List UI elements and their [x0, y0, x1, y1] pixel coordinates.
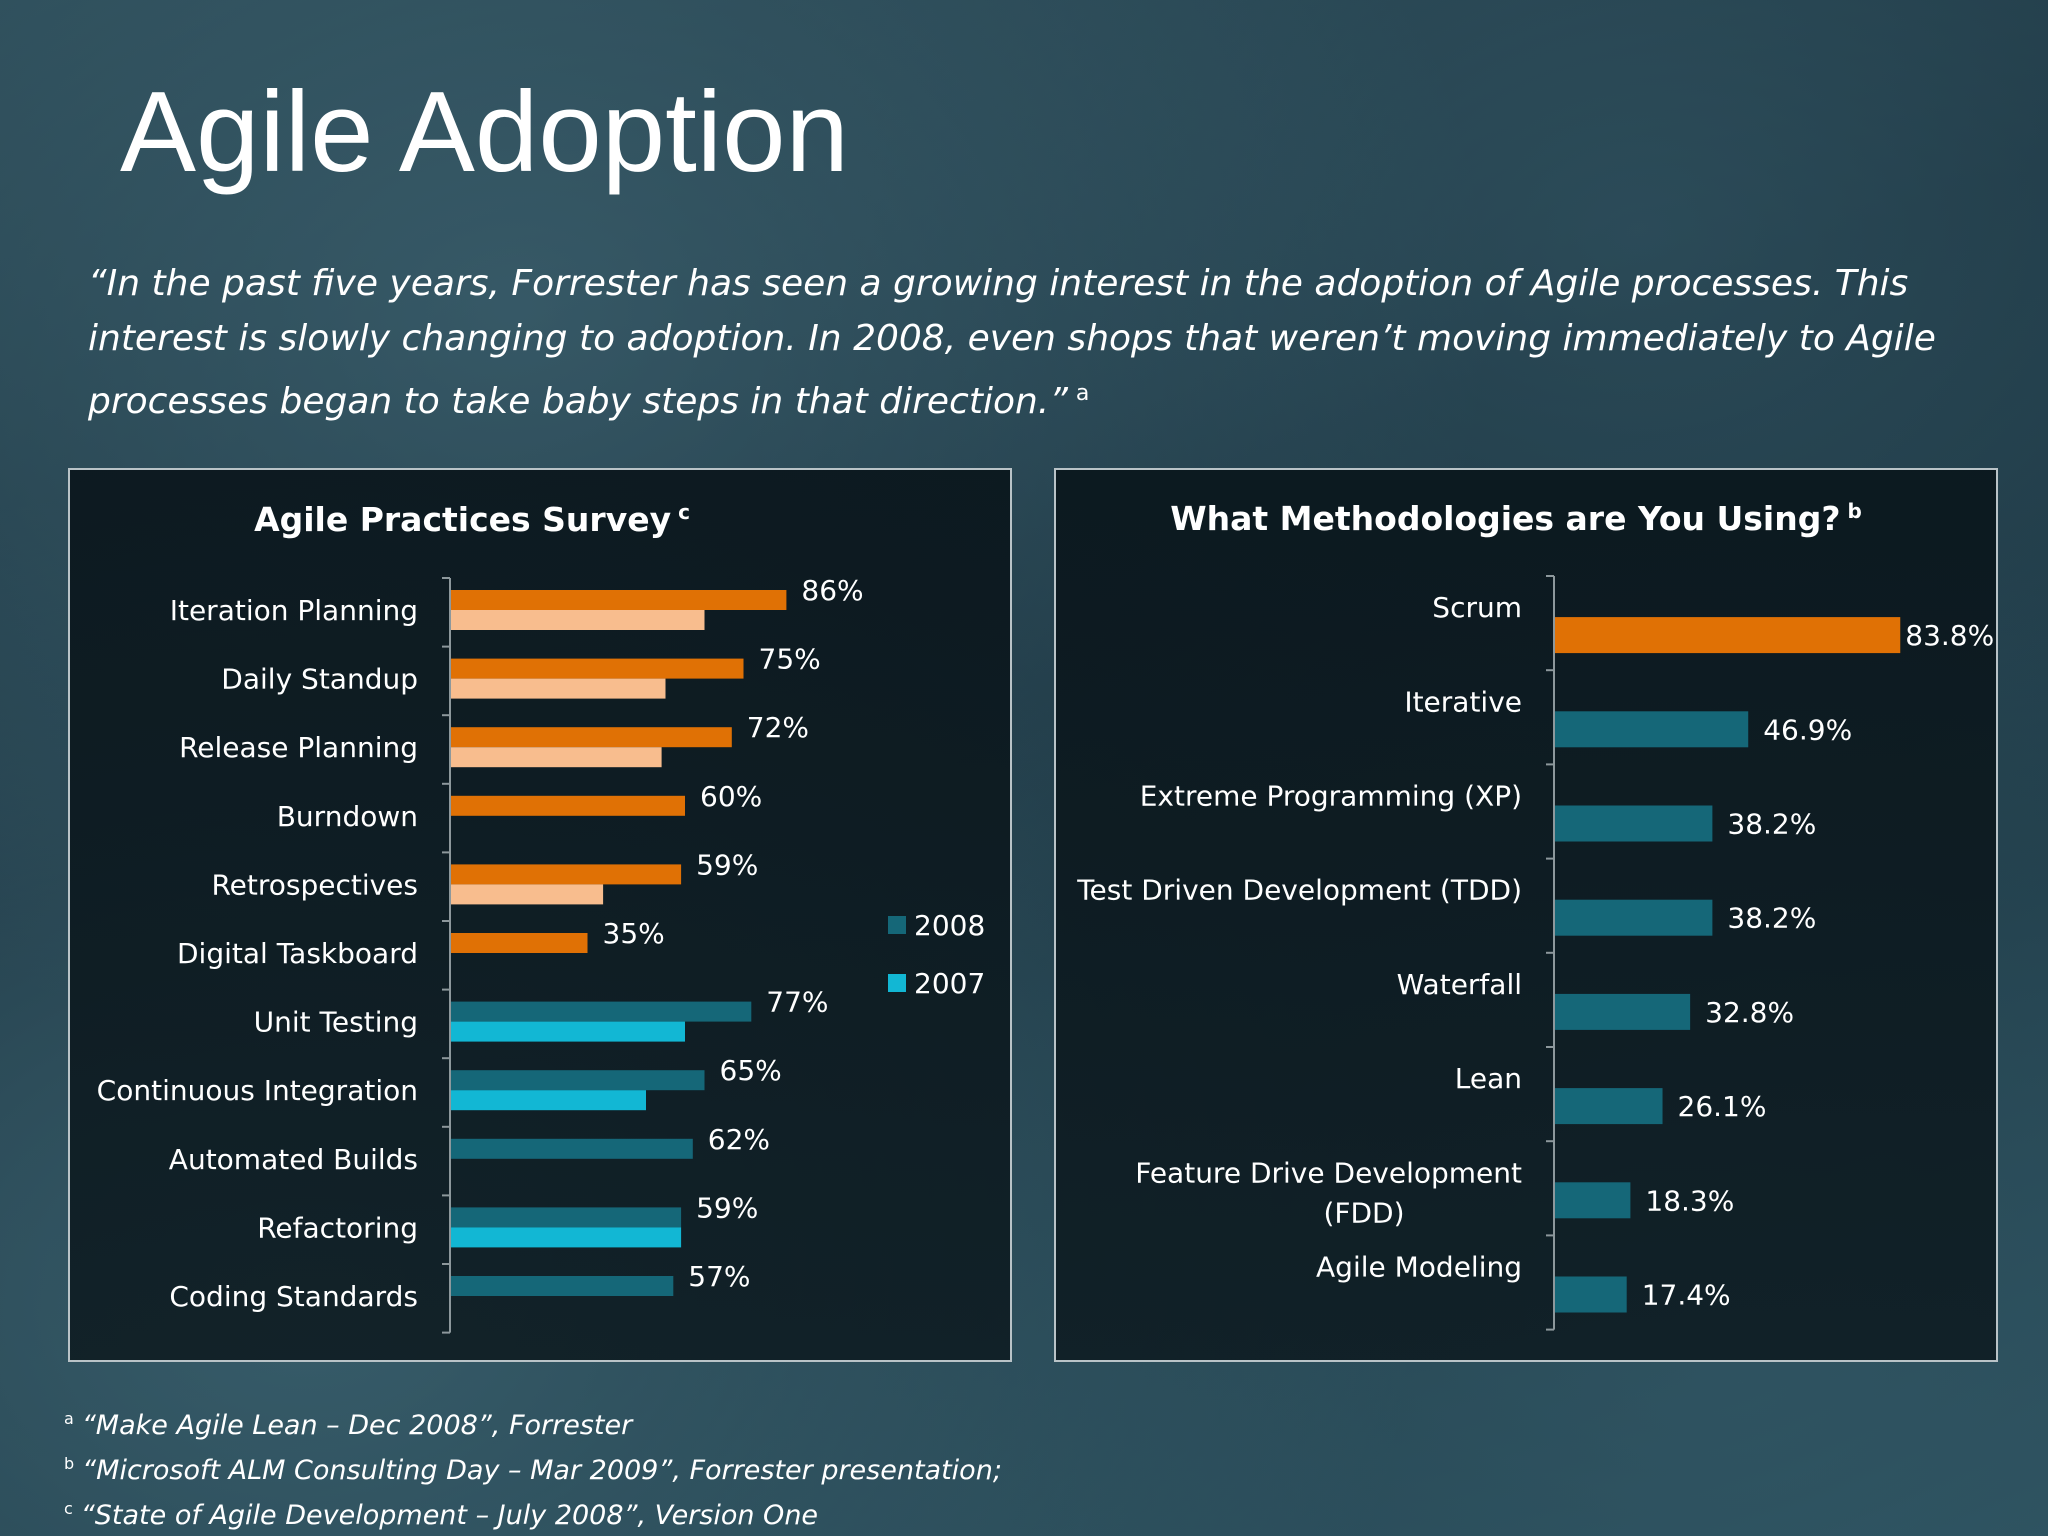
bar-2008-daily-standup — [451, 658, 744, 679]
quote-text: “In the past five years, Forrester has s… — [88, 263, 1936, 422]
data-label-retrospectives: 59% — [696, 848, 758, 881]
bar-2007-retrospectives — [451, 884, 604, 905]
category-label-automated-builds: Automated Builds — [169, 1143, 418, 1176]
quote-footnote-ref: a — [1075, 381, 1090, 406]
chart-title-footnote-ref: b — [1840, 499, 1861, 523]
data-label-daily-standup: 75% — [759, 643, 821, 676]
chart-title-text: What Methodologies are You Using? — [1170, 499, 1840, 538]
data-label-unit-testing: 77% — [766, 986, 828, 1019]
footnotes: a “Make Agile Lean – Dec 2008”, Forrester… — [64, 1400, 1002, 1535]
methodologies-chart-panel: What Methodologies are You Using? b Scrum… — [1054, 468, 1998, 1362]
bar-lean — [1555, 1088, 1663, 1125]
legend-swatch-2007 — [888, 974, 906, 992]
footnote-a: a “Make Agile Lean – Dec 2008”, Forrester — [64, 1400, 1002, 1445]
bar-2008-coding-standards — [451, 1276, 674, 1296]
legend-label-2007: 2007 — [914, 967, 985, 1000]
category-label-retrospectives: Retrospectives — [211, 868, 418, 901]
data-label-extreme-programming-xp: 38.2% — [1727, 808, 1816, 841]
chart-title: What Methodologies are You Using? b — [1170, 499, 1862, 538]
chart-title: Agile Practices Survey c — [254, 500, 690, 539]
data-label-waterfall: 32.8% — [1705, 996, 1794, 1029]
category-label-lean: Lean — [1455, 1062, 1522, 1095]
category-label-digital-taskboard: Digital Taskboard — [177, 937, 418, 970]
data-label-coding-standards: 57% — [688, 1260, 750, 1293]
category-label-feature-drive-development-fdd: Feature Drive Development (FDD) — [1135, 1156, 1522, 1229]
data-label-burndown: 60% — [700, 780, 762, 813]
bar-waterfall — [1555, 993, 1691, 1030]
bar-2008-digital-taskboard — [451, 933, 588, 953]
category-label-burndown: Burndown — [277, 800, 418, 833]
bar-2008-continuous-integration — [451, 1070, 705, 1091]
bar-2007-iteration-planning — [451, 610, 705, 630]
footnote-c: c “State of Agile Development – July 2008… — [64, 1490, 1002, 1535]
bar-2007-refactoring — [451, 1227, 682, 1248]
category-label-extreme-programming-xp: Extreme Programming (XP) — [1140, 780, 1522, 813]
bar-2007-release-planning — [451, 747, 662, 768]
slide-title: Agile Adoption — [120, 69, 849, 196]
category-label-test-driven-development-tdd: Test Driven Development (TDD) — [1076, 874, 1522, 907]
bar-2008-release-planning — [451, 727, 732, 748]
bar-iterative — [1555, 711, 1749, 748]
category-label-iterative: Iterative — [1404, 685, 1522, 718]
chart-title-footnote-ref: c — [671, 500, 690, 524]
data-label-lean: 26.1% — [1678, 1090, 1767, 1123]
category-label-iteration-planning: Iteration Planning — [170, 594, 418, 627]
footnote-mark: b — [64, 1454, 75, 1473]
bar-extreme-programming-xp — [1555, 805, 1713, 842]
data-label-iteration-planning: 86% — [801, 574, 863, 607]
bar-feature-drive-development-fdd — [1555, 1182, 1631, 1219]
category-label-continuous-integration: Continuous Integration — [97, 1074, 418, 1107]
data-label-iterative: 46.9% — [1763, 713, 1852, 746]
bar-2008-iteration-planning — [451, 590, 787, 610]
footnote-text: “State of Agile Development – July 2008”… — [80, 1500, 819, 1531]
data-label-feature-drive-development-fdd: 18.3% — [1645, 1184, 1734, 1217]
footnote-b: b “Microsoft ALM Consulting Day – Mar 200… — [64, 1445, 1002, 1490]
footnote-text: “Microsoft ALM Consulting Day – Mar 2009… — [82, 1455, 1002, 1486]
data-label-agile-modeling: 17.4% — [1642, 1279, 1731, 1312]
bar-2008-refactoring — [451, 1207, 682, 1228]
data-label-automated-builds: 62% — [708, 1123, 770, 1156]
category-label-scrum: Scrum — [1432, 591, 1522, 624]
category-label-refactoring: Refactoring — [257, 1211, 418, 1244]
category-label-line: (FDD) — [1323, 1196, 1404, 1229]
data-label-test-driven-development-tdd: 38.2% — [1727, 902, 1816, 935]
methodologies-chart: What Methodologies are You Using? b Scrum… — [1076, 499, 1994, 1331]
bar-2008-burndown — [451, 795, 685, 816]
category-label-coding-standards: Coding Standards — [169, 1280, 418, 1313]
legend-swatch-2008 — [888, 916, 906, 934]
bar-2008-unit-testing — [451, 1001, 752, 1022]
bar-test-driven-development-tdd — [1555, 899, 1713, 936]
data-label-release-planning: 72% — [747, 711, 809, 744]
category-label-unit-testing: Unit Testing — [254, 1006, 418, 1039]
bar-agile-modeling — [1555, 1276, 1627, 1313]
category-label-release-planning: Release Planning — [179, 731, 418, 764]
agile-practices-chart: Agile Practices Survey c Iteration Planni… — [97, 500, 985, 1334]
data-label-refactoring: 59% — [696, 1191, 758, 1224]
footnote-text: “Make Agile Lean – Dec 2008”, Forrester — [81, 1410, 633, 1441]
category-label-daily-standup: Daily Standup — [221, 663, 418, 696]
chart-title-text: Agile Practices Survey — [254, 500, 671, 539]
data-label-digital-taskboard: 35% — [603, 917, 665, 950]
bar-scrum — [1555, 617, 1901, 654]
forrester-quote: “In the past five years, Forrester has s… — [88, 256, 2018, 429]
data-label-scrum: 83.8% — [1905, 619, 1994, 652]
bar-2007-unit-testing — [451, 1021, 685, 1042]
bar-2008-retrospectives — [451, 864, 682, 885]
category-label-waterfall: Waterfall — [1397, 968, 1522, 1001]
bar-2007-continuous-integration — [451, 1090, 646, 1111]
footnote-mark: c — [64, 1499, 73, 1518]
legend-label-2008: 2008 — [914, 909, 985, 942]
bar-2008-automated-builds — [451, 1138, 693, 1159]
category-label-line: Feature Drive Development — [1135, 1156, 1522, 1189]
bar-2007-daily-standup — [451, 678, 666, 699]
category-label-agile-modeling: Agile Modeling — [1316, 1251, 1522, 1284]
agile-practices-chart-panel: Agile Practices Survey c Iteration Planni… — [68, 468, 1012, 1362]
footnote-mark: a — [64, 1409, 74, 1428]
data-label-continuous-integration: 65% — [720, 1054, 782, 1087]
